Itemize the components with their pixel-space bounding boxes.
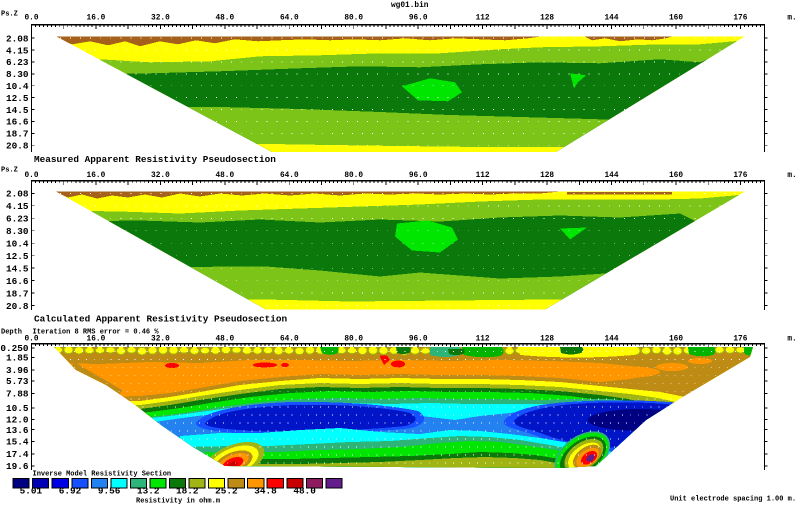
svg-text:12.0: 12.0 bbox=[6, 415, 29, 426]
svg-text:160: 160 bbox=[669, 172, 683, 180]
svg-text:5.73: 5.73 bbox=[6, 376, 29, 387]
svg-text:12.5: 12.5 bbox=[6, 251, 29, 262]
svg-text:13.2: 13.2 bbox=[137, 486, 160, 497]
svg-text:Depth: Depth bbox=[1, 329, 22, 337]
svg-text:112: 112 bbox=[476, 15, 490, 23]
svg-text:112: 112 bbox=[476, 172, 490, 180]
svg-text:Calculated Apparent Resistivit: Calculated Apparent Resistivity Pseudose… bbox=[34, 313, 288, 324]
svg-text:18.7: 18.7 bbox=[6, 129, 29, 140]
svg-text:0.250: 0.250 bbox=[0, 343, 29, 354]
svg-text:14.5: 14.5 bbox=[6, 264, 29, 275]
svg-text:13.6: 13.6 bbox=[6, 425, 29, 436]
svg-text:80.0: 80.0 bbox=[344, 172, 363, 180]
svg-text:160: 160 bbox=[669, 15, 683, 23]
svg-text:32.0: 32.0 bbox=[151, 335, 170, 343]
svg-text:160: 160 bbox=[669, 335, 683, 343]
svg-text:3.96: 3.96 bbox=[6, 365, 29, 376]
svg-text:144: 144 bbox=[604, 335, 618, 343]
svg-text:4.15: 4.15 bbox=[6, 201, 29, 212]
svg-text:18.7: 18.7 bbox=[6, 288, 29, 299]
svg-text:10.4: 10.4 bbox=[6, 81, 29, 92]
svg-text:64.0: 64.0 bbox=[280, 172, 299, 180]
svg-text:128: 128 bbox=[540, 335, 554, 343]
svg-text:16.0: 16.0 bbox=[87, 172, 106, 180]
svg-text:48.0: 48.0 bbox=[293, 486, 316, 497]
svg-text:96.0: 96.0 bbox=[409, 15, 428, 23]
svg-text:Ps.Z: Ps.Z bbox=[1, 11, 18, 19]
svg-text:m.: m. bbox=[787, 335, 796, 343]
svg-text:16.6: 16.6 bbox=[6, 117, 29, 128]
svg-text:16.6: 16.6 bbox=[6, 276, 29, 287]
svg-text:176: 176 bbox=[733, 335, 747, 343]
svg-text:m.: m. bbox=[787, 172, 796, 180]
svg-text:48.0: 48.0 bbox=[215, 335, 234, 343]
svg-text:0.0: 0.0 bbox=[24, 335, 38, 343]
svg-text:Unit electrode spacing 1.00 m.: Unit electrode spacing 1.00 m. bbox=[670, 495, 796, 503]
svg-text:10.4: 10.4 bbox=[6, 239, 29, 250]
svg-text:1.85: 1.85 bbox=[6, 353, 29, 364]
svg-text:8.30: 8.30 bbox=[6, 226, 29, 237]
svg-text:14.5: 14.5 bbox=[6, 105, 29, 116]
svg-text:Inverse Model Resistivity Sect: Inverse Model Resistivity Section bbox=[33, 471, 172, 479]
svg-text:64.0: 64.0 bbox=[280, 15, 299, 23]
svg-text:5.01: 5.01 bbox=[20, 486, 43, 497]
svg-text:7.88: 7.88 bbox=[6, 389, 29, 400]
svg-text:m.: m. bbox=[787, 15, 796, 23]
svg-text:32.0: 32.0 bbox=[151, 172, 170, 180]
svg-text:64.0: 64.0 bbox=[280, 335, 299, 343]
svg-text:19.6: 19.6 bbox=[6, 461, 29, 472]
svg-text:112: 112 bbox=[476, 335, 490, 343]
svg-text:25.2: 25.2 bbox=[215, 486, 238, 497]
svg-text:48.0: 48.0 bbox=[215, 172, 234, 180]
svg-text:wg01.bin: wg01.bin bbox=[391, 2, 429, 10]
svg-text:6.92: 6.92 bbox=[59, 486, 82, 497]
svg-text:8.30: 8.30 bbox=[6, 69, 29, 80]
svg-text:Measured Apparent Resistivity: Measured Apparent Resistivity Pseudosect… bbox=[34, 154, 276, 165]
svg-text:9.56: 9.56 bbox=[98, 486, 121, 497]
svg-text:6.23: 6.23 bbox=[6, 214, 29, 225]
svg-text:18.2: 18.2 bbox=[176, 486, 199, 497]
svg-text:10.5: 10.5 bbox=[6, 403, 29, 414]
svg-text:20.8: 20.8 bbox=[6, 301, 29, 312]
svg-text:Iteration 8 RMS error = 0.46 %: Iteration 8 RMS error = 0.46 % bbox=[33, 329, 160, 337]
svg-text:17.4: 17.4 bbox=[6, 449, 29, 460]
svg-text:128: 128 bbox=[540, 15, 554, 23]
svg-text:6.23: 6.23 bbox=[6, 57, 29, 68]
svg-text:144: 144 bbox=[604, 15, 618, 23]
svg-text:16.0: 16.0 bbox=[87, 15, 106, 23]
svg-text:176: 176 bbox=[733, 15, 747, 23]
svg-text:80.0: 80.0 bbox=[344, 335, 363, 343]
svg-text:20.8: 20.8 bbox=[6, 141, 29, 152]
svg-text:144: 144 bbox=[604, 172, 618, 180]
svg-text:4.15: 4.15 bbox=[6, 45, 29, 56]
svg-text:0.0: 0.0 bbox=[24, 172, 38, 180]
svg-text:34.8: 34.8 bbox=[254, 486, 277, 497]
svg-text:176: 176 bbox=[733, 172, 747, 180]
svg-text:128: 128 bbox=[540, 172, 554, 180]
svg-text:16.0: 16.0 bbox=[87, 335, 106, 343]
svg-text:2.08: 2.08 bbox=[6, 33, 29, 44]
svg-text:12.5: 12.5 bbox=[6, 93, 29, 104]
svg-text:0.0: 0.0 bbox=[24, 15, 38, 23]
svg-text:32.0: 32.0 bbox=[151, 15, 170, 23]
svg-text:Resistivity in ohm.m: Resistivity in ohm.m bbox=[136, 498, 220, 506]
svg-text:96.0: 96.0 bbox=[409, 172, 428, 180]
svg-text:Ps.Z: Ps.Z bbox=[1, 167, 18, 175]
svg-text:80.0: 80.0 bbox=[344, 15, 363, 23]
svg-text:96.0: 96.0 bbox=[409, 335, 428, 343]
svg-text:15.4: 15.4 bbox=[6, 437, 29, 448]
svg-text:2.08: 2.08 bbox=[6, 189, 29, 200]
svg-text:48.0: 48.0 bbox=[215, 15, 234, 23]
